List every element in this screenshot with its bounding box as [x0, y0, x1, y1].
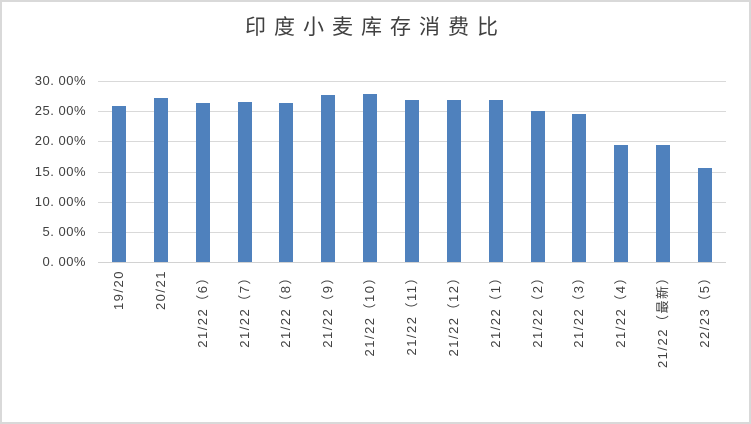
- y-axis-tick-label: 30. 00%: [34, 73, 86, 88]
- bar: [572, 114, 586, 262]
- bar: [447, 100, 461, 262]
- x-axis-category-label: 21/22（2）: [530, 270, 545, 348]
- x-axis-category-label: 21/22（11）: [404, 270, 419, 356]
- bar: [196, 103, 210, 262]
- x-axis-category-label: 21/22（最新）: [655, 270, 670, 369]
- x-axis-category-label: 21/22（4）: [613, 270, 628, 348]
- x-axis-category-label: 21/22（10）: [362, 270, 377, 357]
- y-axis-tick-label: 10. 00%: [34, 194, 86, 209]
- bar: [321, 95, 335, 262]
- bar: [279, 103, 293, 262]
- x-axis-category-label: 19/20: [111, 270, 126, 311]
- bar: [489, 100, 503, 262]
- x-axis-line: [98, 262, 726, 263]
- y-axis-tick-label: 5. 00%: [42, 224, 86, 239]
- bar: [154, 98, 168, 262]
- bar: [531, 111, 545, 262]
- x-axis-category-label: 21/22（6）: [195, 270, 210, 348]
- x-axis-category-label: 21/22（8）: [278, 270, 293, 348]
- bar: [614, 145, 628, 262]
- x-axis-category-label: 22/23（5）: [697, 270, 712, 348]
- bar: [656, 145, 670, 262]
- y-axis-tick-label: 25. 00%: [34, 103, 86, 118]
- chart-title: 印度小麦库存消费比: [245, 16, 506, 39]
- x-axis-category-label: 21/22（12）: [446, 270, 461, 357]
- bar: [238, 102, 252, 262]
- x-axis-category-label: 21/22（3）: [571, 270, 586, 348]
- x-axis-category-label: 20/21: [153, 270, 168, 311]
- x-axis-category-label: 21/22（7）: [237, 270, 252, 348]
- bar: [698, 168, 712, 262]
- bar: [112, 106, 126, 262]
- gridline: [98, 81, 726, 82]
- bar: [363, 94, 377, 262]
- bar: [405, 100, 419, 262]
- y-axis-tick-label: 15. 00%: [34, 164, 86, 179]
- y-axis-tick-label: 20. 00%: [34, 133, 86, 148]
- x-axis-category-label: 21/22（9）: [320, 270, 335, 348]
- y-axis-tick-label: 0. 00%: [42, 254, 86, 269]
- x-axis-category-label: 21/22（1）: [488, 270, 503, 348]
